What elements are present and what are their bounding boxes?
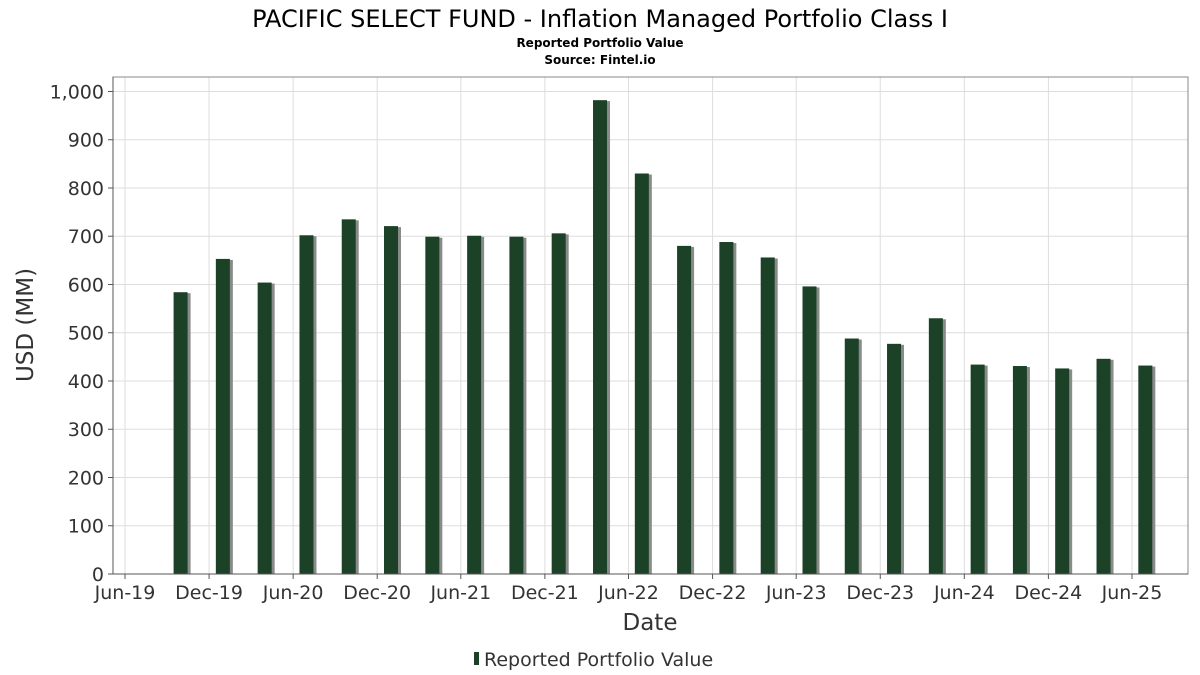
bar xyxy=(467,235,482,574)
x-tick-label: Dec-19 xyxy=(175,582,243,604)
x-tick-label: Jun-22 xyxy=(597,582,659,604)
bar xyxy=(634,173,649,574)
y-tick-label: 700 xyxy=(68,226,104,248)
x-tick-label: Dec-20 xyxy=(343,582,411,604)
bar xyxy=(425,236,440,575)
y-axis-ticks: 0 100 200 300 400 500 600 700 800 900 1,000 xyxy=(50,81,113,586)
legend: Reported Portfolio Value xyxy=(474,649,713,671)
bar xyxy=(677,245,692,575)
x-tick-label: Jun-20 xyxy=(262,582,324,604)
bar xyxy=(1096,358,1111,574)
legend-label: Reported Portfolio Value xyxy=(484,649,713,671)
x-tick-label: Jun-23 xyxy=(765,582,827,604)
x-axis-label: Date xyxy=(623,610,678,636)
x-axis-ticks: Jun-19 Dec-19 Jun-20 Dec-20 Jun-21 Dec-21 Jun-… xyxy=(94,574,1163,604)
bar xyxy=(257,282,272,574)
bar xyxy=(215,258,230,574)
bar xyxy=(341,219,356,574)
bar xyxy=(1138,365,1153,574)
x-tick-label: Dec-22 xyxy=(679,582,747,604)
y-axis-label: USD (MM) xyxy=(13,268,39,382)
x-tick-label: Jun-24 xyxy=(933,582,995,604)
bar xyxy=(760,257,775,574)
x-tick-label: Jun-25 xyxy=(1101,582,1163,604)
bar xyxy=(719,242,734,574)
legend-swatch xyxy=(474,652,479,665)
bar xyxy=(887,343,902,574)
y-tick-label: 900 xyxy=(68,130,104,152)
bar xyxy=(1055,368,1070,574)
bar xyxy=(970,364,985,574)
bar xyxy=(173,292,188,574)
x-tick-label: Jun-19 xyxy=(94,582,156,604)
y-tick-label: 500 xyxy=(68,323,104,345)
x-tick-label: Dec-21 xyxy=(511,582,579,604)
y-tick-label: 0 xyxy=(92,564,104,586)
chart-subtitle: Reported Portfolio Value xyxy=(516,36,683,50)
y-tick-label: 200 xyxy=(68,467,104,489)
chart-source: Source: Fintel.io xyxy=(544,53,655,67)
bar xyxy=(928,318,943,574)
y-tick-label: 400 xyxy=(68,371,104,393)
x-tick-label: Dec-23 xyxy=(846,582,914,604)
x-tick-label: Jun-21 xyxy=(429,582,491,604)
bar xyxy=(802,286,817,574)
bar xyxy=(593,100,608,574)
bars xyxy=(173,100,1156,575)
bar xyxy=(844,338,859,574)
y-tick-label: 800 xyxy=(68,178,104,200)
grid xyxy=(113,77,1188,575)
x-tick-label: Dec-24 xyxy=(1014,582,1082,604)
y-tick-label: 1,000 xyxy=(50,81,104,103)
bar xyxy=(551,233,566,574)
bar xyxy=(383,226,398,574)
bar xyxy=(299,235,314,575)
y-tick-label: 100 xyxy=(68,516,104,538)
bar xyxy=(509,236,524,575)
y-tick-label: 300 xyxy=(68,419,104,441)
y-tick-label: 600 xyxy=(68,274,104,296)
bar xyxy=(1012,366,1027,574)
chart-title: PACIFIC SELECT FUND - Inflation Managed … xyxy=(252,5,948,33)
